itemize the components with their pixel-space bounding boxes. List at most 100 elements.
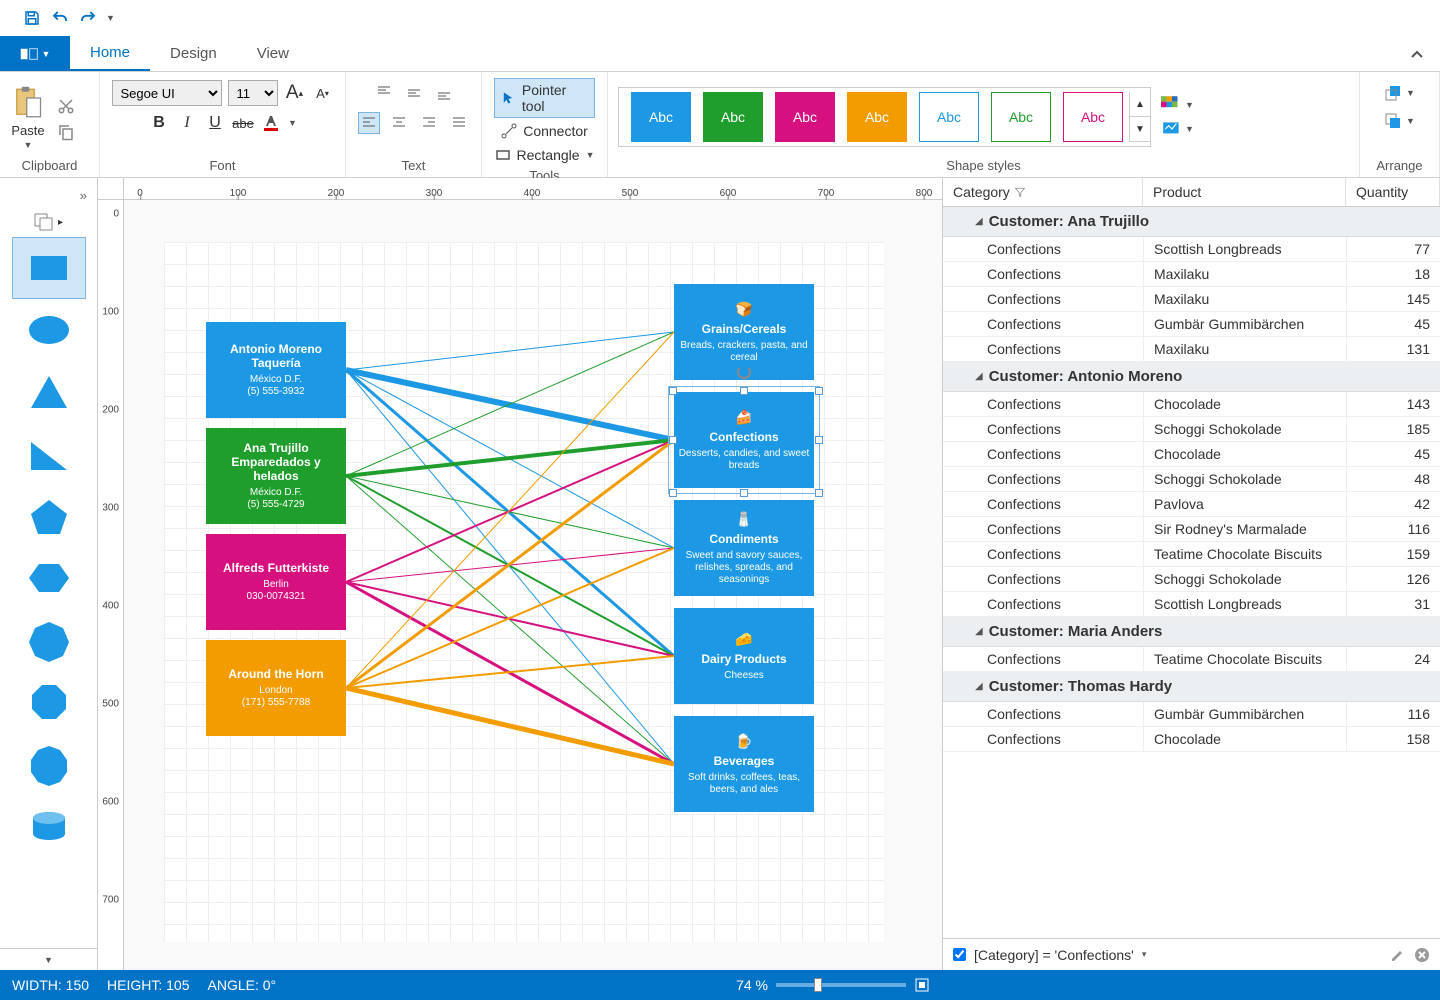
shrink-font-icon[interactable]: A▾: [312, 82, 334, 104]
grid-group-0[interactable]: ◢Customer: Ana Trujillo: [943, 207, 1440, 237]
style-bg-button[interactable]: ▼: [1161, 96, 1194, 114]
panel-collapse-icon[interactable]: »: [70, 184, 97, 207]
grid-group-1[interactable]: ◢Customer: Antonio Moreno: [943, 362, 1440, 392]
cut-icon[interactable]: [56, 96, 76, 116]
style-swatch-2[interactable]: Abc: [775, 92, 835, 142]
underline-button[interactable]: U: [204, 112, 226, 134]
halign-left-icon[interactable]: [358, 112, 380, 134]
tab-design[interactable]: Design: [150, 36, 237, 71]
shape-stencil-9[interactable]: [12, 795, 86, 857]
style-swatch-outline-2[interactable]: Abc: [1063, 92, 1123, 142]
redo-icon[interactable]: [78, 8, 98, 28]
fit-page-icon[interactable]: [914, 977, 930, 993]
strike-button[interactable]: abe: [232, 112, 254, 134]
grid-row[interactable]: ConfectionsChocolade143: [943, 392, 1440, 417]
filter-checkbox[interactable]: [953, 948, 966, 961]
customer-node-1[interactable]: Ana Trujillo Emparedados y heladosMéxico…: [206, 428, 346, 524]
font-color-button[interactable]: [260, 112, 282, 134]
save-icon[interactable]: [22, 8, 42, 28]
style-swatch-3[interactable]: Abc: [847, 92, 907, 142]
grid-row[interactable]: ConfectionsMaxilaku18: [943, 262, 1440, 287]
shape-stencil-1[interactable]: [12, 299, 86, 361]
col-category[interactable]: Category: [943, 178, 1143, 206]
grid-row[interactable]: ConfectionsChocolade158: [943, 727, 1440, 752]
file-button[interactable]: ▼: [0, 36, 70, 71]
selection-handle[interactable]: [815, 387, 823, 395]
customer-node-2[interactable]: Alfreds FutterkisteBerlin030-0074321: [206, 534, 346, 630]
customer-node-0[interactable]: Antonio Moreno TaqueríaMéxico D.F.(5) 55…: [206, 322, 346, 418]
shape-stencil-2[interactable]: [12, 361, 86, 423]
grid-row[interactable]: ConfectionsSchoggi Schokolade126: [943, 567, 1440, 592]
halign-center-icon[interactable]: [388, 112, 410, 134]
shape-stencil-3[interactable]: [12, 423, 86, 485]
panel-more-icon[interactable]: ▼: [0, 948, 97, 970]
gallery-down-icon[interactable]: ▼: [1130, 117, 1150, 142]
shape-stencil-7[interactable]: [12, 671, 86, 733]
style-fg-button[interactable]: ▼: [1161, 120, 1194, 138]
shape-stencil-0[interactable]: [12, 237, 86, 299]
grid-row[interactable]: ConfectionsSir Rodney's Marmalade116: [943, 517, 1440, 542]
paste-button[interactable]: Paste ▼: [6, 85, 50, 150]
canvas[interactable]: Antonio Moreno TaqueríaMéxico D.F.(5) 55…: [124, 200, 942, 970]
grid-row[interactable]: ConfectionsGumbär Gummibärchen45: [943, 312, 1440, 337]
halign-justify-icon[interactable]: [448, 112, 470, 134]
shape-stencil-5[interactable]: [12, 547, 86, 609]
grid-row[interactable]: ConfectionsTeatime Chocolate Biscuits159: [943, 542, 1440, 567]
font-family-select[interactable]: Segoe UI: [112, 80, 222, 106]
filter-dropdown-icon[interactable]: ▾: [1142, 949, 1147, 960]
ribbon-collapse-icon[interactable]: [1394, 36, 1440, 71]
grid-row[interactable]: ConfectionsSchoggi Schokolade48: [943, 467, 1440, 492]
style-swatch-1[interactable]: Abc: [703, 92, 763, 142]
font-size-select[interactable]: 11: [228, 80, 278, 106]
undo-icon[interactable]: [50, 8, 70, 28]
valign-middle-icon[interactable]: [403, 82, 425, 104]
grid-row[interactable]: ConfectionsMaxilaku145: [943, 287, 1440, 312]
shape-stencil-8[interactable]: [12, 733, 86, 795]
grid-row[interactable]: ConfectionsTeatime Chocolate Biscuits24: [943, 647, 1440, 672]
selection-handle[interactable]: [669, 489, 677, 497]
style-swatch-0[interactable]: Abc: [631, 92, 691, 142]
send-back-button[interactable]: ▼: [1384, 112, 1415, 130]
diagram-page[interactable]: Antonio Moreno TaqueríaMéxico D.F.(5) 55…: [164, 242, 884, 942]
selection-handle[interactable]: [815, 489, 823, 497]
col-quantity[interactable]: Quantity: [1346, 178, 1440, 206]
pointer-tool[interactable]: Pointer tool: [494, 78, 595, 118]
copy-icon[interactable]: [56, 122, 76, 142]
grid-row[interactable]: ConfectionsPavlova42: [943, 492, 1440, 517]
grid-row[interactable]: ConfectionsMaxilaku131: [943, 337, 1440, 362]
category-node-3[interactable]: 🧀Dairy ProductsCheeses: [674, 608, 814, 704]
category-node-2[interactable]: 🧂CondimentsSweet and savory sauces, reli…: [674, 500, 814, 596]
grid-group-2[interactable]: ◢Customer: Maria Anders: [943, 617, 1440, 647]
clear-filter-icon[interactable]: [1414, 947, 1430, 963]
font-color-dropdown-icon[interactable]: ▼: [288, 118, 297, 128]
category-node-1[interactable]: 🍰ConfectionsDesserts, candies, and sweet…: [674, 392, 814, 488]
col-product[interactable]: Product: [1143, 178, 1346, 206]
gallery-up-icon[interactable]: ▲: [1130, 92, 1150, 117]
selection-handle[interactable]: [815, 436, 823, 444]
qat-dropdown-icon[interactable]: ▼: [106, 13, 115, 23]
halign-right-icon[interactable]: [418, 112, 440, 134]
grid-row[interactable]: ConfectionsSchoggi Schokolade185: [943, 417, 1440, 442]
bring-front-button[interactable]: ▼: [1384, 84, 1415, 102]
italic-button[interactable]: I: [176, 112, 198, 134]
shape-stencil-4[interactable]: [12, 485, 86, 547]
zoom-slider[interactable]: [776, 983, 906, 987]
tab-home[interactable]: Home: [70, 36, 150, 71]
selection-handle[interactable]: [740, 489, 748, 497]
bold-button[interactable]: B: [148, 112, 170, 134]
valign-top-icon[interactable]: [373, 82, 395, 104]
category-node-0[interactable]: 🍞Grains/CerealsBreads, crackers, pasta, …: [674, 284, 814, 380]
grid-row[interactable]: ConfectionsGumbär Gummibärchen116: [943, 702, 1440, 727]
category-node-4[interactable]: 🍺BeveragesSoft drinks, coffees, teas, be…: [674, 716, 814, 812]
tab-view[interactable]: View: [237, 36, 309, 71]
grow-font-icon[interactable]: A▴: [284, 82, 306, 104]
grid-group-3[interactable]: ◢Customer: Thomas Hardy: [943, 672, 1440, 702]
shape-tool-button[interactable]: ▸: [32, 211, 66, 233]
grid-row[interactable]: ConfectionsScottish Longbreads31: [943, 592, 1440, 617]
grid-row[interactable]: ConfectionsScottish Longbreads77: [943, 237, 1440, 262]
shape-stencil-6[interactable]: [12, 609, 86, 671]
valign-bottom-icon[interactable]: [433, 82, 455, 104]
customer-node-3[interactable]: Around the HornLondon(171) 555-7788: [206, 640, 346, 736]
style-swatch-outline-0[interactable]: Abc: [919, 92, 979, 142]
style-swatch-outline-1[interactable]: Abc: [991, 92, 1051, 142]
